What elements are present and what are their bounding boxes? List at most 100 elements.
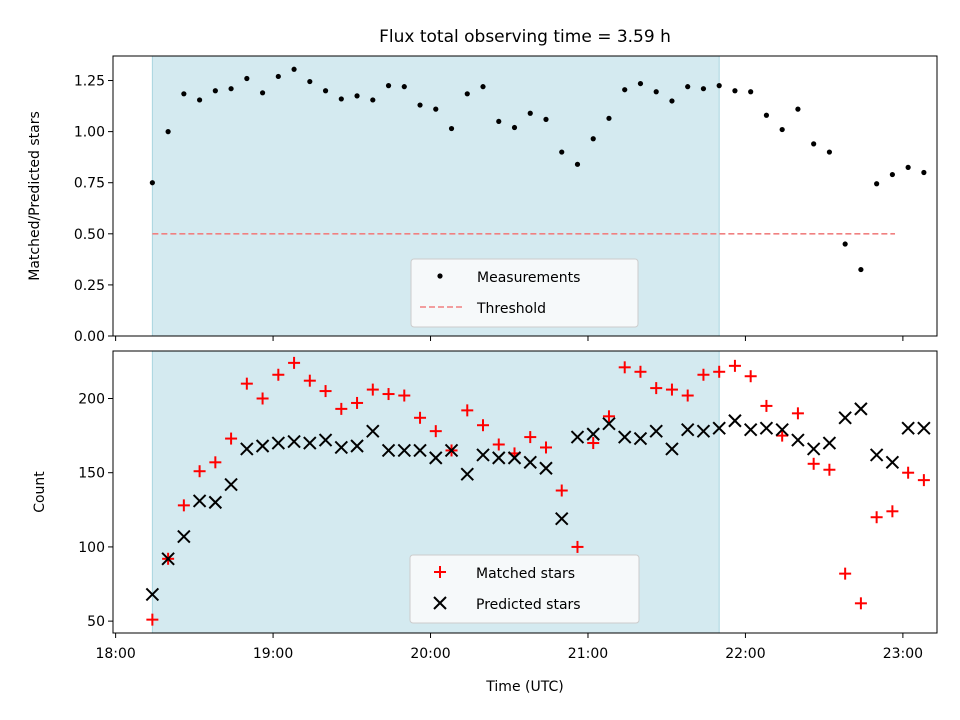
predicted-star-point (775, 422, 789, 437)
predicted-star-point (680, 422, 695, 437)
measurement-point (606, 115, 612, 121)
predicted-star-point (759, 421, 774, 435)
measurement-point (307, 78, 313, 85)
measurement-point (795, 106, 801, 112)
y-axis-label-top: Matched/Predicted stars (27, 111, 43, 281)
measurement-point (165, 129, 171, 135)
predicted-star-point (255, 439, 270, 453)
predicted-star-point (728, 414, 742, 428)
matched-star-point (807, 457, 820, 470)
matched-star-point (870, 511, 883, 524)
predicted-star-point (885, 455, 900, 470)
measurement-point (748, 89, 754, 95)
y-tick-label: 0.75 (74, 176, 105, 192)
marks-bottom (145, 356, 931, 626)
predicted-star-point (602, 417, 616, 431)
matched-star-point (272, 368, 285, 381)
predicted-star-point (649, 424, 663, 438)
measurement-point (291, 66, 297, 72)
predicted-star-point (287, 434, 301, 449)
predicted-star-point (492, 451, 506, 465)
measurement-point (826, 149, 833, 155)
y-tick-label: 1.25 (74, 74, 105, 90)
measurement-point (259, 90, 266, 96)
panel-bottom: 50 100 150 200 18:00 19:00 20:00 21:00 22:00 23:… (32, 350, 938, 695)
predicted-star-point (397, 443, 411, 458)
measurement-point (669, 98, 675, 104)
matched-star-point (697, 368, 710, 381)
predicted-star-point (303, 436, 317, 450)
predicted-star-point (161, 552, 175, 566)
matched-star-point (555, 484, 568, 497)
measurement-point (779, 126, 785, 133)
predicted-star-point (539, 461, 553, 475)
predicted-star-point (444, 443, 459, 458)
measurement-point (511, 124, 518, 131)
matched-star-point (713, 365, 726, 378)
measurement-point (700, 86, 707, 92)
predicted-star-point (334, 440, 349, 455)
predicted-star-point (618, 430, 632, 444)
predicted-star-point (586, 427, 600, 441)
predicted-star-point (901, 421, 915, 435)
y-tick-label: 0.00 (74, 329, 105, 345)
predicted-star-point (177, 529, 191, 544)
predicted-star-point (523, 455, 537, 470)
measurement-point (637, 80, 644, 87)
matched-star-point (634, 365, 647, 378)
y-tick-label: 50 (87, 614, 105, 630)
matched-star-point (398, 389, 411, 402)
predicted-star-point (476, 448, 490, 462)
matched-star-point (917, 474, 930, 487)
matched-star-point (429, 425, 442, 438)
predicted-star-point (192, 494, 207, 508)
measurement-point (842, 241, 848, 247)
matched-star-point (146, 613, 159, 626)
matched-star-point (366, 383, 379, 396)
measurement-point (653, 89, 659, 95)
predicted-star-point (429, 451, 443, 465)
matched-star-point (854, 597, 867, 610)
x-tick-label: 20:00 (410, 646, 450, 662)
matched-star-point (744, 370, 757, 383)
matched-star-point (414, 411, 427, 424)
matched-star-point (886, 505, 899, 518)
measurement-point (905, 164, 911, 170)
y-axis-top: 0.00 0.25 0.50 0.75 1.00 1.25 (74, 74, 113, 345)
measurement-point (685, 84, 691, 90)
matched-star-point (177, 499, 190, 512)
matched-star-point (791, 407, 804, 420)
matched-star-point (776, 429, 789, 442)
measurement-point (590, 136, 596, 142)
panel-top: 0.00 0.25 0.50 0.75 1.00 1.25 Flux total obse… (27, 27, 938, 345)
y-tick-label: 0.25 (74, 278, 105, 294)
predicted-star-point (240, 442, 254, 456)
measurement-point (496, 118, 502, 125)
measurement-point (385, 83, 392, 89)
matched-star-point (524, 431, 537, 444)
predicted-star-point (318, 433, 333, 447)
matched-star-point (351, 396, 364, 409)
predicted-star-point (712, 421, 726, 435)
matched-star-point (571, 540, 584, 553)
legend-bottom: Matched stars Predicted stars (409, 554, 640, 624)
matched-star-point (335, 402, 348, 415)
legend-box-bottom (409, 554, 640, 624)
matched-star-point (760, 399, 773, 412)
measurement-point (574, 161, 581, 167)
y-tick-label: 0.50 (74, 227, 105, 243)
x-tick-label: 22:00 (725, 646, 765, 662)
predicted-star-point (791, 433, 805, 447)
matched-star-point (492, 438, 505, 451)
measurement-point (196, 97, 203, 103)
legend-marker-measurements (437, 273, 443, 279)
matched-star-point (728, 359, 741, 372)
x-axis-label: Time (UTC) (485, 679, 563, 695)
matched-star-point (902, 466, 915, 479)
predicted-star-point (743, 422, 758, 437)
measurement-point (622, 87, 628, 93)
x-tick-label: 18:00 (95, 646, 135, 662)
x-tick-label: 19:00 (253, 646, 293, 662)
marks-top (149, 66, 927, 273)
legend-top: Measurements Threshold (410, 258, 639, 328)
